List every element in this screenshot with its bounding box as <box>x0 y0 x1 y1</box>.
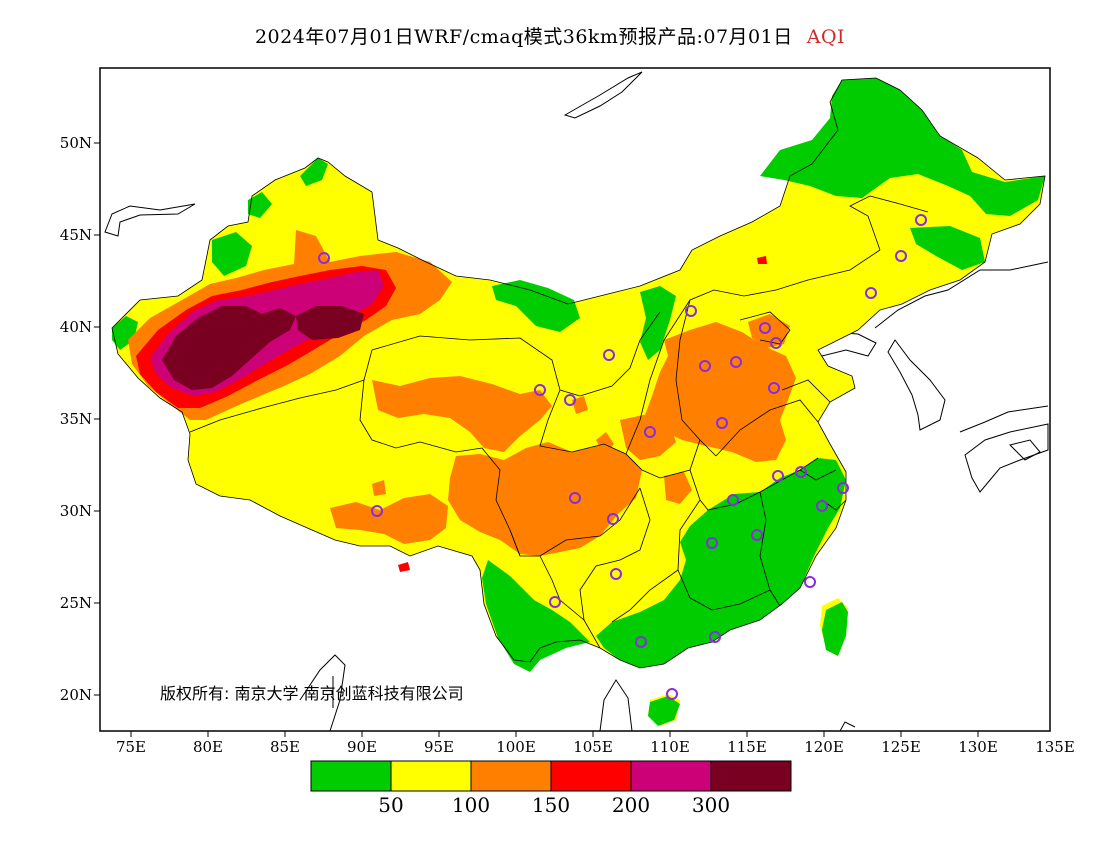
station-marker <box>759 322 771 334</box>
station-marker <box>772 470 784 482</box>
lon-label-100e: 100E <box>496 738 536 756</box>
legend-swatch-good <box>311 761 391 791</box>
lon-label-105e: 105E <box>573 738 613 756</box>
station-marker <box>709 631 721 643</box>
lon-label-85e: 85E <box>269 738 301 756</box>
station-marker <box>727 494 739 506</box>
lon-label-125e: 125E <box>881 738 921 756</box>
station-marker <box>837 482 849 494</box>
lon-label-75e: 75E <box>115 738 147 756</box>
station-marker <box>730 356 742 368</box>
station-marker <box>895 250 907 262</box>
lon-label-95e: 95E <box>423 738 455 756</box>
station-marker <box>751 529 763 541</box>
station-marker <box>534 384 546 396</box>
station-marker <box>644 426 656 438</box>
station-marker <box>865 287 877 299</box>
lon-label-120e: 120E <box>804 738 844 756</box>
lat-label-50n: 50N <box>59 134 92 152</box>
aqi-good-layer <box>112 78 1045 726</box>
lon-label-135e: 135E <box>1035 738 1075 756</box>
coastline-outlines <box>104 71 1049 732</box>
lat-label-25n: 25N <box>59 594 92 612</box>
station-marker <box>635 636 647 648</box>
station-marker <box>666 688 678 700</box>
station-marker <box>549 596 561 608</box>
station-marker <box>569 492 581 504</box>
lat-label-40n: 40N <box>59 318 92 336</box>
axis-ticks <box>94 142 979 737</box>
legend-label-300: 300 <box>691 793 731 817</box>
title-variable: AQI <box>806 26 846 48</box>
lat-label-20n: 20N <box>59 686 92 704</box>
station-marker <box>915 214 927 226</box>
legend-swatch-unhealthy <box>551 761 631 791</box>
legend-label-100: 100 <box>451 793 491 817</box>
lat-label-35n: 35N <box>59 410 92 428</box>
station-marker <box>716 417 728 429</box>
lon-label-110e: 110E <box>650 738 690 756</box>
legend-swatch-hazardous <box>711 761 791 791</box>
legend-label-200: 200 <box>611 793 651 817</box>
legend-label-150: 150 <box>531 793 571 817</box>
station-marker <box>564 394 576 406</box>
station-marker <box>610 568 622 580</box>
lat-label-30n: 30N <box>59 502 92 520</box>
aqi-hazardous-layer <box>162 306 364 390</box>
legend-swatch-moderate <box>391 761 471 791</box>
legend-swatch-very-unhealthy <box>631 761 711 791</box>
lon-label-80e: 80E <box>192 738 224 756</box>
lat-label-45n: 45N <box>59 226 92 244</box>
station-marker <box>371 505 383 517</box>
station-marker <box>768 382 780 394</box>
legend-label-50: 50 <box>378 793 404 817</box>
station-marker <box>607 513 619 525</box>
lon-label-130e: 130E <box>958 738 998 756</box>
station-marker <box>706 537 718 549</box>
lon-label-90e: 90E <box>346 738 378 756</box>
map-title: 2024年07月01日WRF/cmaq模式36km预报产品:07月01日 AQI <box>0 22 1100 49</box>
lon-label-115e: 115E <box>727 738 767 756</box>
color-legend <box>310 760 792 792</box>
station-marker <box>770 337 782 349</box>
station-marker <box>685 305 697 317</box>
station-marker <box>603 349 615 361</box>
station-marker <box>804 576 816 588</box>
station-marker <box>699 360 711 372</box>
copyright-text: 版权所有: 南京大学 南京创蓝科技有限公司 <box>160 684 464 703</box>
legend-swatch-sensitive <box>471 761 551 791</box>
station-markers <box>318 214 927 700</box>
station-marker <box>816 500 828 512</box>
station-marker <box>318 252 330 264</box>
station-marker <box>795 466 807 478</box>
title-text: 2024年07月01日WRF/cmaq模式36km预报产品:07月01日 <box>254 26 793 48</box>
